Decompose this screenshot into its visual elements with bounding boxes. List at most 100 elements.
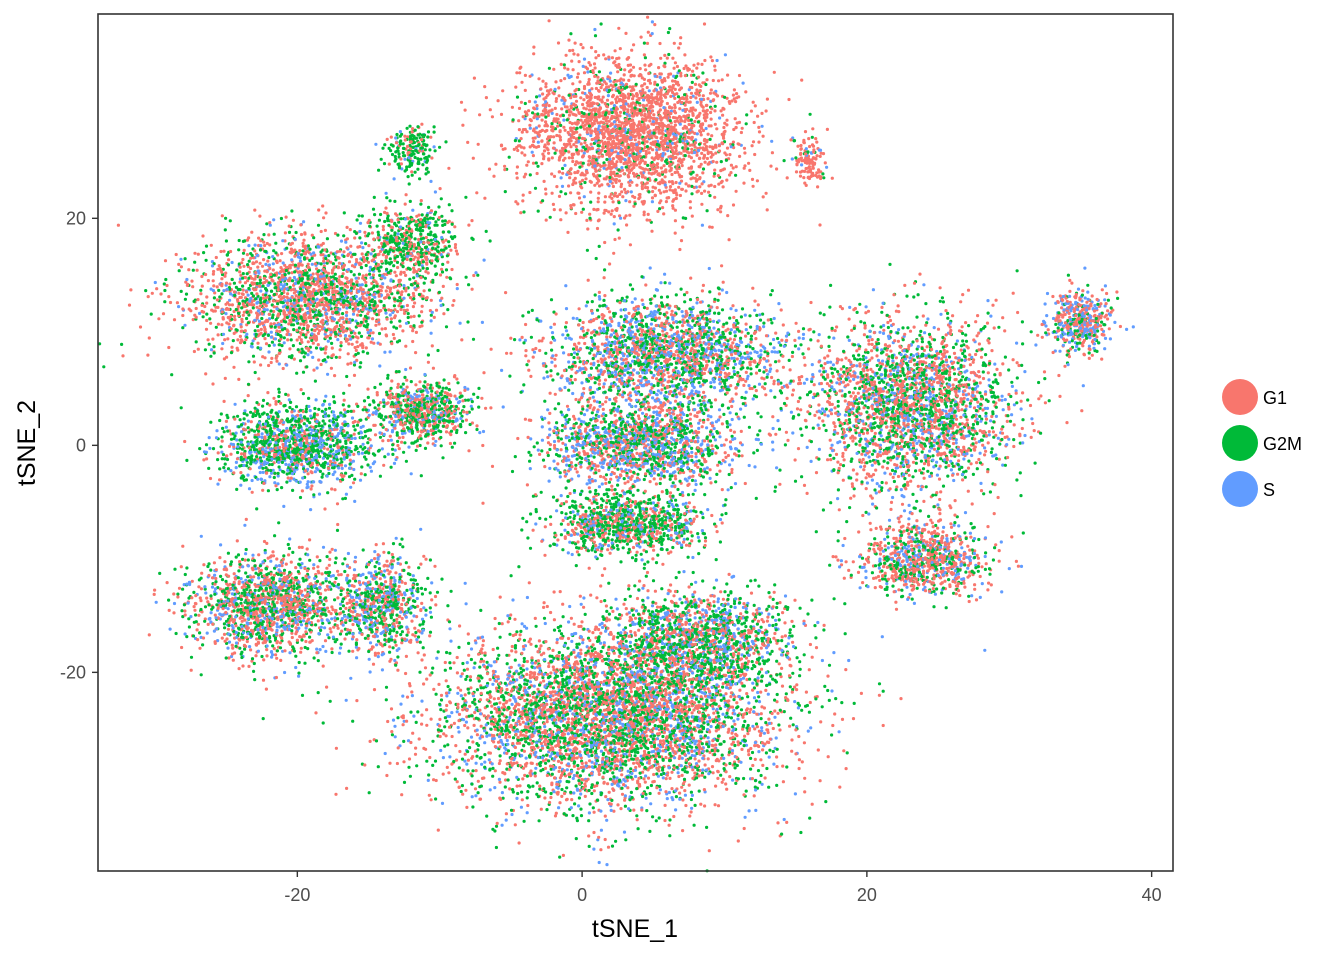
- point-G2M: [336, 321, 339, 324]
- point-G2M: [291, 314, 294, 317]
- point-G1: [575, 131, 578, 134]
- point-G2M: [368, 225, 371, 228]
- point-G1: [230, 327, 233, 330]
- point-S: [271, 255, 274, 258]
- point-G2M: [213, 296, 216, 299]
- point-G1: [713, 109, 716, 112]
- point-S: [222, 333, 225, 336]
- point-G1: [447, 167, 450, 170]
- point-G1: [619, 158, 622, 161]
- point-G2M: [361, 302, 364, 305]
- point-G1: [687, 114, 690, 117]
- point-G2M: [271, 341, 274, 344]
- point-S: [635, 143, 638, 146]
- point-G1: [527, 109, 530, 112]
- point-G2M: [399, 299, 402, 302]
- point-G1: [155, 287, 158, 290]
- point-G1: [715, 127, 718, 130]
- point-G1: [352, 310, 355, 313]
- point-G1: [714, 69, 717, 72]
- point-G1: [628, 200, 631, 203]
- point-G1: [478, 113, 481, 116]
- point-G2M: [144, 289, 147, 292]
- point-G1: [613, 146, 616, 149]
- point-G1: [265, 304, 268, 307]
- point-G1: [224, 377, 227, 380]
- point-G1: [167, 346, 170, 349]
- point-G1: [570, 133, 573, 136]
- point-G2M: [342, 299, 345, 302]
- point-G2M: [295, 372, 298, 375]
- point-S: [285, 287, 288, 290]
- point-G1: [528, 191, 531, 194]
- point-G1: [524, 89, 527, 92]
- point-G1: [605, 105, 608, 108]
- point-G1: [430, 259, 433, 262]
- point-G1: [606, 116, 609, 119]
- point-S: [534, 100, 537, 103]
- point-G1: [533, 128, 536, 131]
- point-G2M: [617, 168, 620, 171]
- point-G1: [602, 121, 605, 124]
- point-G1: [646, 86, 649, 89]
- point-G1: [721, 114, 724, 117]
- point-G1: [665, 200, 668, 203]
- point-G2M: [260, 317, 263, 320]
- point-G2M: [393, 298, 396, 301]
- point-G1: [405, 287, 408, 290]
- point-S: [561, 185, 564, 188]
- point-G1: [626, 110, 629, 113]
- point-G2M: [273, 282, 276, 285]
- point-G2M: [697, 120, 700, 123]
- point-G2M: [300, 351, 303, 354]
- point-G1: [221, 214, 224, 217]
- point-G2M: [300, 253, 303, 256]
- point-G1: [701, 123, 704, 126]
- point-G1: [702, 157, 705, 160]
- point-G1: [272, 268, 275, 271]
- point-S: [183, 324, 186, 327]
- point-G1: [599, 165, 602, 168]
- point-G1: [345, 285, 348, 288]
- point-G1: [477, 143, 480, 146]
- point-G2M: [335, 356, 338, 359]
- point-G1: [244, 276, 247, 279]
- point-G1: [312, 288, 315, 291]
- point-G1: [222, 317, 225, 320]
- point-G1: [575, 88, 578, 91]
- point-G2M: [438, 291, 441, 294]
- point-G2M: [677, 95, 680, 98]
- point-G1: [619, 47, 622, 50]
- point-G2M: [150, 313, 153, 316]
- point-S: [405, 322, 408, 325]
- point-G1: [675, 168, 678, 171]
- point-S: [280, 287, 283, 290]
- point-G1: [689, 200, 692, 203]
- point-G1: [404, 203, 407, 206]
- point-G1: [635, 184, 638, 187]
- point-G1: [275, 360, 278, 363]
- point-G1: [347, 342, 350, 345]
- point-G1: [567, 150, 570, 153]
- point-G2M: [247, 287, 250, 290]
- point-G1: [568, 176, 571, 179]
- point-G1: [555, 185, 558, 188]
- point-G1: [233, 318, 236, 321]
- point-G1: [683, 125, 686, 128]
- point-G1: [640, 158, 643, 161]
- point-G1: [500, 144, 503, 147]
- point-G2M: [427, 353, 430, 356]
- point-G1: [195, 307, 198, 310]
- point-S: [679, 123, 682, 126]
- point-G2M: [809, 113, 812, 116]
- point-G1: [266, 391, 269, 394]
- point-G2M: [370, 287, 373, 290]
- point-G1: [706, 97, 709, 100]
- point-G2M: [388, 296, 391, 299]
- point-G1: [712, 79, 715, 82]
- point-G1: [649, 146, 652, 149]
- point-G1: [671, 57, 674, 60]
- point-G1: [591, 116, 594, 119]
- point-G1: [390, 309, 393, 312]
- point-G1: [483, 85, 486, 88]
